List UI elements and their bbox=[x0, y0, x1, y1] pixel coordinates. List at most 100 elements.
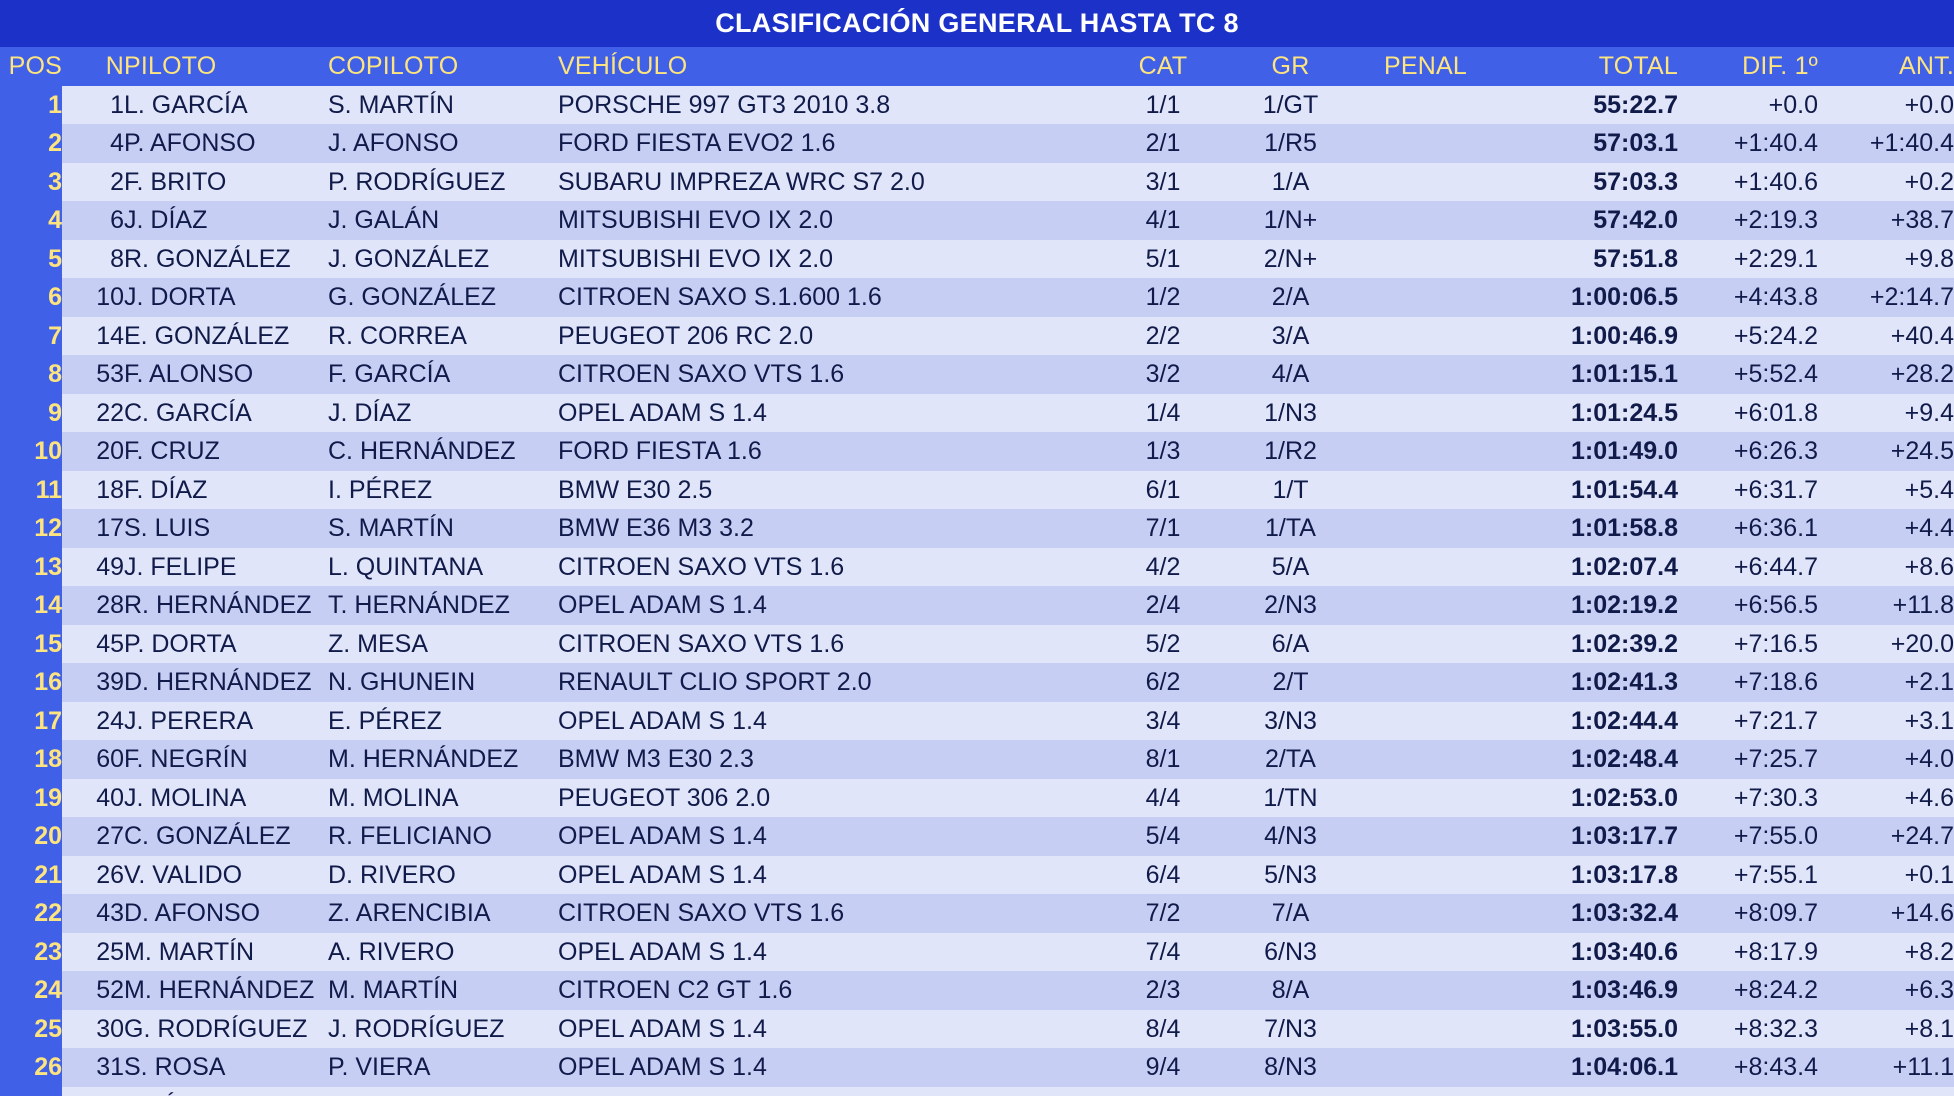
total-time: 1:03:55.0 bbox=[1498, 1009, 1678, 1048]
diff-to-first: +8:24.2 bbox=[1678, 971, 1818, 1010]
diff-to-first: +7:18.6 bbox=[1678, 663, 1818, 702]
column-header-copiloto[interactable]: COPILOTO bbox=[328, 52, 459, 80]
classification-table: POS N PILOTO COPILOTO VEHÍCULO CAT GR PE… bbox=[0, 47, 1954, 1096]
table-row[interactable]: 22 43 D. AFONSO Z. ARENCIBIA CITROEN SAXO VT… bbox=[0, 894, 1954, 933]
diff-to-previous: +28.2 bbox=[1818, 355, 1954, 394]
codriver-name: Z. ARENCIBIA bbox=[328, 894, 558, 933]
diff-to-previous: +24.7 bbox=[1818, 817, 1954, 856]
group-rank: 1/R2 bbox=[1228, 432, 1353, 471]
table-row[interactable]: 16 39 D. HERNÁNDEZ N. GHUNEIN RENAULT CLIO S… bbox=[0, 663, 1954, 702]
category-rank: 7/1 bbox=[1098, 509, 1228, 548]
total-time: 1:03:17.7 bbox=[1498, 817, 1678, 856]
codriver-name: I. PÉREZ bbox=[328, 470, 558, 509]
car-number: 18 bbox=[62, 470, 124, 509]
column-header-n[interactable]: N bbox=[105, 52, 124, 80]
column-header-total[interactable]: TOTAL bbox=[1598, 52, 1678, 80]
result-position: 11 bbox=[0, 470, 62, 509]
diff-to-first: +9:05.1 bbox=[1678, 1086, 1818, 1096]
table-row[interactable]: 24 52 M. HERNÁNDEZ M. MARTÍN CITROEN C2 GT 1… bbox=[0, 971, 1954, 1010]
table-row[interactable]: 2754I. PÉREZJ. ALONSOCITROEN SAXO VTS 1.… bbox=[0, 1086, 1954, 1096]
vehicle-name: MITSUBISHI EVO IX 2.0 bbox=[558, 239, 1098, 278]
table-row[interactable]: 11 18 F. DÍAZ I. PÉREZ BMW E30 2.5 6/1 1/T 1:01… bbox=[0, 470, 1954, 509]
category-rank: 1/2 bbox=[1098, 278, 1228, 317]
diff-to-previous: +11.1 bbox=[1818, 1048, 1954, 1087]
driver-name: F. DÍAZ bbox=[124, 470, 328, 509]
table-row[interactable]: 26 31 S. ROSA P. VIERA OPEL ADAM S 1.4 9/4 8/N… bbox=[0, 1048, 1954, 1087]
table-row[interactable]: 17 24 J. PERERA E. PÉREZ OPEL ADAM S 1.4 3/4 3… bbox=[0, 701, 1954, 740]
column-header-ant[interactable]: ANT. bbox=[1899, 52, 1954, 80]
table-row[interactable]: 13 49 J. FELIPE L. QUINTANA CITROEN SAXO VTS… bbox=[0, 547, 1954, 586]
penalty-value bbox=[1353, 239, 1498, 278]
penalty-value bbox=[1353, 740, 1498, 779]
table-row[interactable]: 4 6 J. DÍAZ J. GALÁN MITSUBISHI EVO IX 2.0 4/… bbox=[0, 201, 1954, 240]
table-row[interactable]: 5 8 R. GONZÁLEZ J. GONZÁLEZ MITSUBISHI EVO I… bbox=[0, 239, 1954, 278]
diff-to-previous: +5.4 bbox=[1818, 470, 1954, 509]
table-row[interactable]: 6 10 J. DORTA G. GONZÁLEZ CITROEN SAXO S.1.6… bbox=[0, 278, 1954, 317]
diff-to-first: +7:55.0 bbox=[1678, 817, 1818, 856]
diff-to-first: +2:29.1 bbox=[1678, 239, 1818, 278]
result-position: 22 bbox=[0, 894, 62, 933]
column-header-vehiculo[interactable]: VEHÍCULO bbox=[558, 52, 688, 80]
group-rank: 6/A bbox=[1228, 624, 1353, 663]
codriver-name: F. GARCÍA bbox=[328, 355, 558, 394]
column-header-pos[interactable]: POS bbox=[0, 47, 62, 86]
category-rank: 6/1 bbox=[1098, 470, 1228, 509]
group-rank: 1/TA bbox=[1228, 509, 1353, 548]
penalty-value bbox=[1353, 509, 1498, 548]
table-row[interactable]: 25 30 G. RODRÍGUEZ J. RODRÍGUEZ OPEL ADAM S … bbox=[0, 1009, 1954, 1048]
table-row[interactable]: 21 26 V. VALIDO D. RIVERO OPEL ADAM S 1.4 6/4… bbox=[0, 855, 1954, 894]
category-rank: 4/2 bbox=[1098, 547, 1228, 586]
diff-to-first: +5:52.4 bbox=[1678, 355, 1818, 394]
diff-to-previous: +9.4 bbox=[1818, 393, 1954, 432]
car-number: 39 bbox=[62, 663, 124, 702]
table-row[interactable]: 19 40 J. MOLINA M. MOLINA PEUGEOT 306 2.0 4/4… bbox=[0, 778, 1954, 817]
codriver-name: E. PÉREZ bbox=[328, 701, 558, 740]
category-rank: 2/4 bbox=[1098, 586, 1228, 625]
table-row[interactable]: 14 28 R. HERNÁNDEZ T. HERNÁNDEZ OPEL ADAM S … bbox=[0, 586, 1954, 625]
vehicle-name: OPEL ADAM S 1.4 bbox=[558, 1009, 1098, 1048]
car-number: 2 bbox=[62, 162, 124, 201]
result-position: 5 bbox=[0, 239, 62, 278]
column-header-cat[interactable]: CAT bbox=[1138, 52, 1188, 80]
diff-to-previous: +20.0 bbox=[1818, 624, 1954, 663]
result-position: 13 bbox=[0, 547, 62, 586]
category-rank: 5/2 bbox=[1098, 624, 1228, 663]
penalty-value bbox=[1353, 470, 1498, 509]
category-rank: 7/4 bbox=[1098, 932, 1228, 971]
table-row[interactable]: 3 2 F. BRITO P. RODRÍGUEZ SUBARU IMPREZA WRC… bbox=[0, 162, 1954, 201]
column-header-dif[interactable]: DIF. 1º bbox=[1742, 52, 1818, 80]
table-row[interactable]: 2 4 P. AFONSO J. AFONSO FORD FIESTA EVO2 1.6… bbox=[0, 124, 1954, 163]
vehicle-name: OPEL ADAM S 1.4 bbox=[558, 393, 1098, 432]
group-rank: 2/TA bbox=[1228, 740, 1353, 779]
driver-name: S. LUIS bbox=[124, 509, 328, 548]
table-row[interactable]: 8 53 F. ALONSO F. GARCÍA CITROEN SAXO VTS 1.… bbox=[0, 355, 1954, 394]
diff-to-first: +1:40.6 bbox=[1678, 162, 1818, 201]
penalty-value bbox=[1353, 894, 1498, 933]
table-row[interactable]: 23 25 M. MARTÍN A. RIVERO OPEL ADAM S 1.4 7/4… bbox=[0, 932, 1954, 971]
group-rank: 1/R5 bbox=[1228, 124, 1353, 163]
table-row[interactable]: 18 60 F. NEGRÍN M. HERNÁNDEZ BMW M3 E30 2.3 8… bbox=[0, 740, 1954, 779]
table-row[interactable]: 1 1 L. GARCÍA S. MARTÍN PORSCHE 997 GT3 2010… bbox=[0, 85, 1954, 124]
table-row[interactable]: 20 27 C. GONZÁLEZ R. FELICIANO OPEL ADAM S 1… bbox=[0, 817, 1954, 856]
car-number: 10 bbox=[62, 278, 124, 317]
codriver-name: L. QUINTANA bbox=[328, 547, 558, 586]
column-header-piloto[interactable]: PILOTO bbox=[124, 52, 217, 80]
result-position: 9 bbox=[0, 393, 62, 432]
table-row[interactable]: 9 22 C. GARCÍA J. DÍAZ OPEL ADAM S 1.4 1/4 1/N… bbox=[0, 393, 1954, 432]
diff-to-previous: +11.8 bbox=[1818, 586, 1954, 625]
group-rank: 7/A bbox=[1228, 894, 1353, 933]
table-row[interactable]: 12 17 S. LUIS S. MARTÍN BMW E36 M3 3.2 7/1 1/T… bbox=[0, 509, 1954, 548]
column-header-penal[interactable]: PENAL bbox=[1384, 52, 1467, 80]
driver-name: J. FELIPE bbox=[124, 547, 328, 586]
column-header-gr[interactable]: GR bbox=[1271, 52, 1310, 80]
table-row[interactable]: 15 45 P. DORTA Z. MESA CITROEN SAXO VTS 1.6 5… bbox=[0, 624, 1954, 663]
page-title: CLASIFICACIÓN GENERAL HASTA TC 8 bbox=[0, 0, 1954, 47]
table-row[interactable]: 7 14 E. GONZÁLEZ R. CORREA PEUGEOT 206 RC 2.… bbox=[0, 316, 1954, 355]
diff-to-first: +6:31.7 bbox=[1678, 470, 1818, 509]
table-row[interactable]: 10 20 F. CRUZ C. HERNÁNDEZ FORD FIESTA 1.6 1/… bbox=[0, 432, 1954, 471]
result-position: 15 bbox=[0, 624, 62, 663]
result-position: 24 bbox=[0, 971, 62, 1010]
car-number: 8 bbox=[62, 239, 124, 278]
category-rank: 3/2 bbox=[1098, 355, 1228, 394]
diff-to-previous: +4.0 bbox=[1818, 740, 1954, 779]
